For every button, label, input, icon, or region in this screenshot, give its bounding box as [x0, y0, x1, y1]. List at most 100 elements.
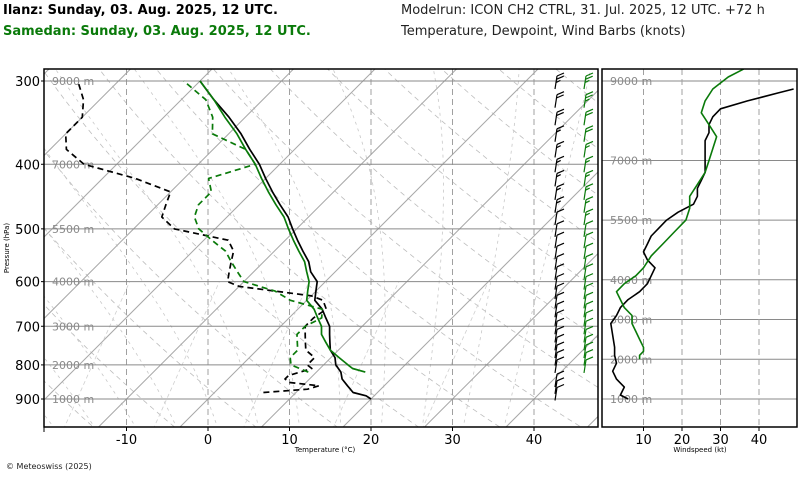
ilanz-wind-barb — [554, 282, 565, 300]
ilanz-wind-barb — [554, 356, 565, 373]
ilanz-wind-barb — [554, 169, 565, 187]
samedan-wind-barb — [583, 349, 594, 366]
samedan-wind-barb — [583, 356, 594, 373]
ilanz-temperature-line — [199, 80, 372, 400]
ilanz-wind-barb — [554, 300, 565, 318]
moist-adiabat — [44, 227, 177, 427]
ilanz-wind-barb — [554, 349, 565, 366]
mixing-ratio-line — [333, 281, 400, 427]
samedan-wind-barb — [583, 309, 594, 326]
samedan-wind-barb — [583, 125, 594, 142]
ilanz-dewpoint-line — [64, 80, 328, 394]
ilanz-wind-barb — [554, 370, 565, 388]
wind-grid — [602, 69, 797, 427]
samedan-wind-barb — [583, 253, 594, 270]
ilanz-wind-barb — [554, 309, 565, 326]
isotherm — [97, 69, 458, 427]
ilanz-wind-barb — [554, 273, 565, 290]
isotherm — [44, 69, 295, 320]
ilanz-wind-barb — [554, 208, 565, 226]
ilanz-wind-barb — [554, 242, 565, 260]
dry-adiabat — [44, 227, 257, 427]
ilanz-windspeed-line — [609, 88, 794, 400]
dry-adiabat — [155, 69, 582, 427]
samedan-wind-barb — [583, 108, 594, 126]
station1-title: Ilanz: Sunday, 03. Aug. 2025, 12 UTC. — [3, 3, 278, 18]
ilanz-wind-barb — [554, 291, 565, 309]
skewt-y-label: Pressure (hPa) — [3, 223, 11, 273]
modelrun-title: Modelrun: ICON CH2 CTRL, 31. Jul. 2025, … — [401, 3, 765, 18]
samedan-windspeed-line — [615, 69, 744, 360]
wind-profiles — [609, 69, 794, 400]
samedan-wind-barb — [583, 263, 594, 280]
wind-x-label: Windspeed (kt) — [673, 446, 726, 454]
dry-adiabat — [44, 304, 176, 427]
samedan-wind-barb — [583, 273, 594, 290]
windspeed-tick-label: 40 — [751, 433, 768, 448]
ilanz-wind-barb — [554, 125, 565, 142]
pressure-tick-label: 600 — [15, 276, 40, 291]
mixing-ratio-line — [243, 281, 310, 427]
samedan-wind-barb — [583, 231, 594, 249]
samedan-wind-barb — [583, 317, 594, 335]
samedan-wind-barb — [583, 333, 594, 351]
samedan-wind-barb — [583, 72, 594, 90]
mixing-ratio-line — [153, 281, 220, 427]
samedan-wind-barb — [583, 183, 594, 200]
samedan-wind-barb — [583, 300, 594, 318]
dry-adiabat — [384, 69, 598, 243]
windspeed-tick-label: 20 — [674, 433, 691, 448]
ilanz-wind-barb — [554, 263, 565, 280]
dry-adiabat — [673, 28, 800, 429]
altitude-label: 4000 m — [52, 276, 94, 289]
wind-altitude-label: 3000 m — [610, 314, 652, 327]
copyright-text: © Meteoswiss (2025) — [6, 462, 92, 471]
ilanz-wind-barb — [554, 325, 565, 343]
altitude-label: 2000 m — [52, 359, 94, 372]
altitude-label: 1000 m — [52, 393, 94, 406]
skewt-x-label: Temperature (°C) — [294, 446, 356, 454]
ilanz-wind-barb — [554, 231, 565, 249]
temp-tick-label: 0 — [204, 433, 212, 448]
samedan-wind-barb — [583, 325, 594, 343]
parameters-subtitle: Temperature, Dewpoint, Wind Barbs (knots… — [401, 24, 686, 39]
windspeed-tick-label: 30 — [712, 433, 729, 448]
isotherm — [342, 171, 598, 427]
samedan-wind-barb — [583, 282, 594, 300]
isotherm — [652, 28, 800, 443]
temp-tick-label: 10 — [281, 433, 298, 448]
ilanz-wind-barb — [554, 383, 565, 401]
temp-tick-label: 20 — [363, 433, 380, 448]
ilanz-wind-barb — [554, 140, 565, 158]
isotherm — [44, 69, 213, 238]
ilanz-wind-barb — [554, 183, 565, 200]
moist-adiabat — [133, 69, 300, 427]
samedan-wind-barb — [583, 169, 594, 187]
samedan-temperature-line — [199, 80, 366, 373]
ilanz-wind-barb — [554, 220, 565, 237]
dry-adiabat — [269, 69, 598, 339]
pressure-tick-label: 900 — [15, 393, 40, 408]
isotherm — [260, 89, 598, 427]
ilanz-wind-barb — [554, 341, 565, 359]
skewt-grid — [44, 28, 800, 443]
dry-adiabat — [212, 69, 598, 388]
samedan-wind-barb — [583, 242, 594, 260]
pressure-tick-label: 800 — [15, 359, 40, 374]
wind-altitude-label: 4000 m — [610, 274, 652, 287]
temp-tick-label: 30 — [444, 433, 461, 448]
wind-altitude-label: 1000 m — [610, 393, 652, 406]
dry-adiabat — [498, 69, 598, 150]
samedan-wind-barb — [583, 220, 594, 237]
wind-frame — [601, 68, 798, 428]
isotherm — [586, 415, 598, 427]
ilanz-wind-barb — [554, 91, 565, 108]
ilanz-wind-barb — [554, 108, 565, 126]
wind-altitude-label: 2000 m — [610, 353, 652, 366]
moist-adiabat — [462, 69, 520, 427]
pressure-tick-label: 400 — [15, 158, 40, 173]
altitude-label: 5500 m — [52, 223, 94, 236]
altitude-label: 7000 m — [52, 158, 94, 171]
pressure-tick-label: 300 — [15, 75, 40, 90]
ilanz-wind-barb — [554, 333, 565, 351]
